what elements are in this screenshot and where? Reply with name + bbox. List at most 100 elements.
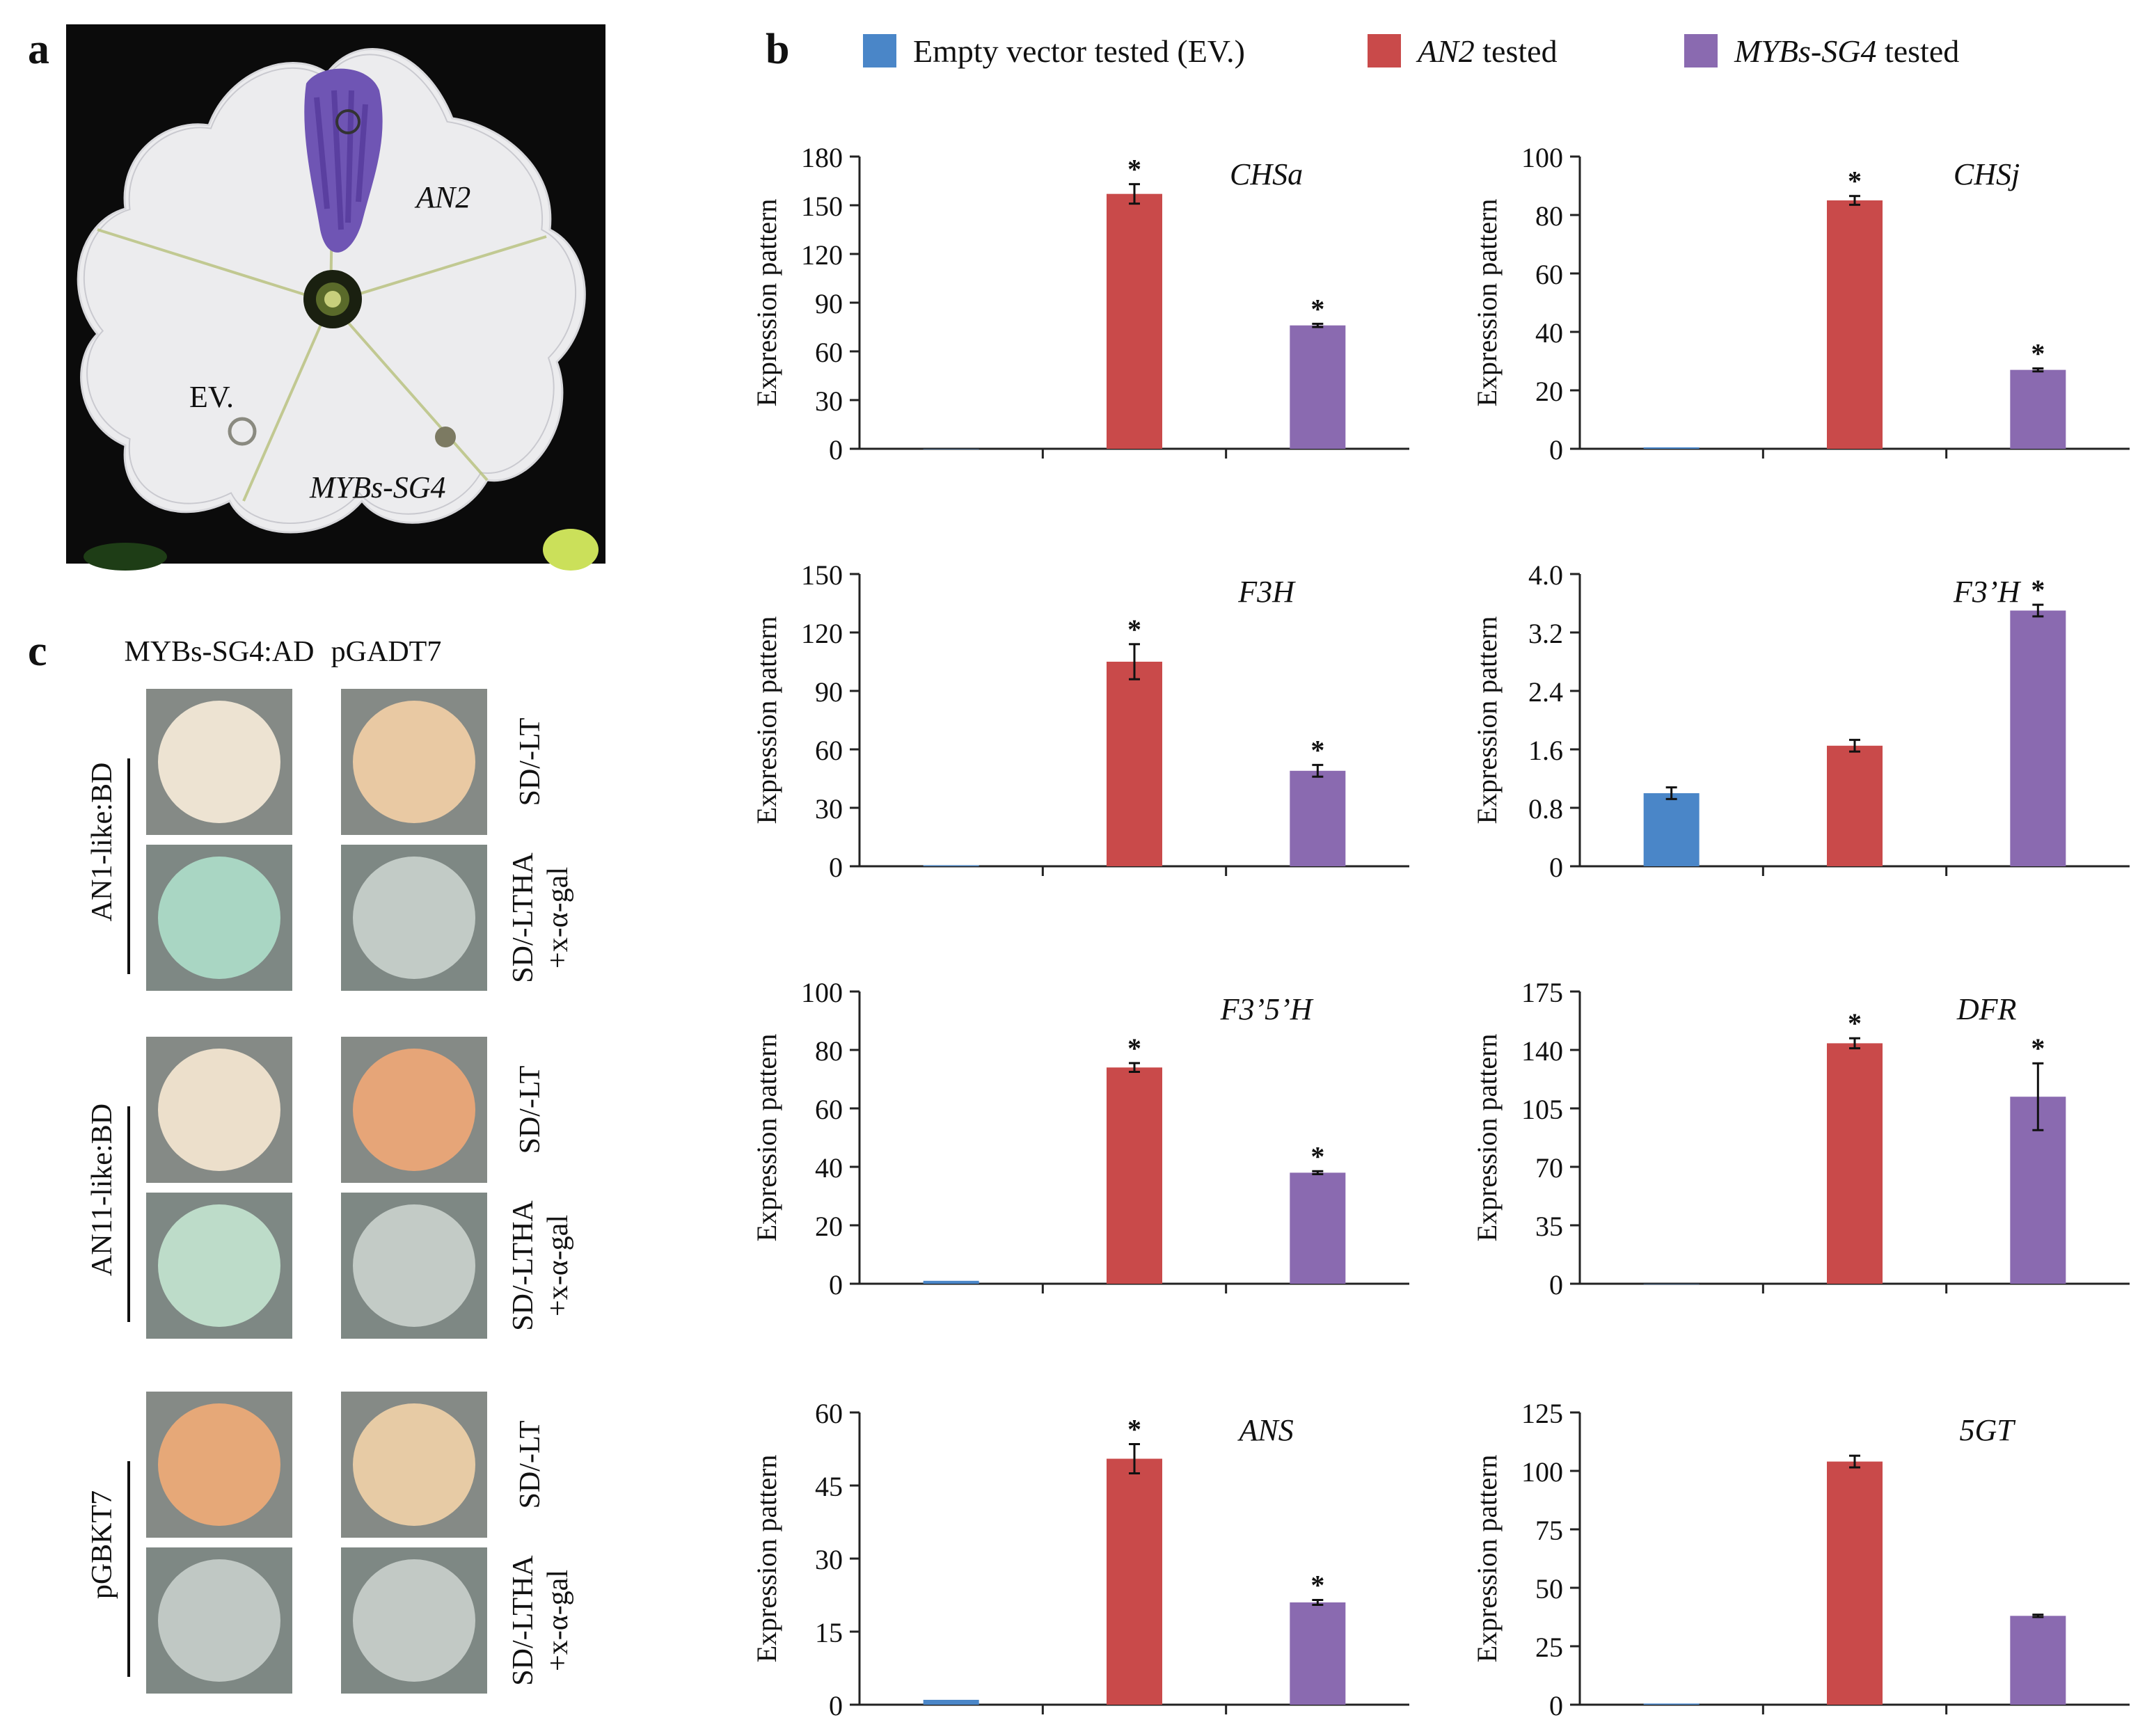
media-label: SD/-LTHA <box>507 1200 539 1331</box>
y-tick-label: 70 <box>1535 1152 1563 1184</box>
bar-mybs <box>2010 610 2066 866</box>
bar-an2 <box>1107 662 1162 866</box>
yeast-spot <box>353 1403 475 1526</box>
y-tick-label: 90 <box>815 288 843 319</box>
y-tick-label: 25 <box>1535 1632 1563 1663</box>
media-label: +x-α-gal <box>542 1215 574 1316</box>
bar-ev <box>1643 447 1700 449</box>
y-tick-label: 60 <box>1535 259 1563 290</box>
y-axis-label: Expression pattern <box>751 1455 782 1663</box>
legend-label-an2-italic: AN2 <box>1418 33 1475 69</box>
media-label: SD/-LT <box>514 718 546 806</box>
y-tick-label: 3.2 <box>1528 618 1563 649</box>
significance-mark: * <box>1127 1033 1141 1064</box>
chart-dfr: 0 35 70 105 140 175 Expression pattern DFR * * <box>1471 977 2130 1300</box>
y-axis-label: Expression pattern <box>1471 1034 1503 1242</box>
significance-mark: * <box>1848 1008 1862 1039</box>
y-tick-label: 0 <box>829 434 843 465</box>
y-tick-label: 1.6 <box>1528 735 1563 766</box>
legend-label-ev: Empty vector tested (EV.) <box>913 33 1245 69</box>
chart-title: F3’H <box>1953 575 2022 609</box>
chart-ans: 0 15 30 45 60 Expression pattern ANS * * <box>751 1398 1409 1721</box>
chart-title: DFR <box>1956 992 2017 1026</box>
chart-f3h: 0 30 60 90 120 150 Expression pattern F3H * * <box>751 559 1409 883</box>
legend-label-mybs: tested <box>1876 33 1960 69</box>
yeast-group-an11-like-bd: AN11-like:BD SD/-LT SD/-LTHA +x-α-gal <box>86 1037 574 1339</box>
y-tick-label: 75 <box>1535 1515 1563 1546</box>
yeast-two-hybrid-panel: MYBs-SG4:AD pGADT7 AN1-like:BD SD/-LT SD/-LT… <box>86 636 574 1694</box>
y-tick-label: 80 <box>1535 200 1563 232</box>
y-tick-label: 45 <box>815 1471 843 1502</box>
chart-title: CHSj <box>1954 157 2020 191</box>
panel-label-c: c <box>28 628 47 675</box>
y-tick-label: 100 <box>1521 1456 1563 1488</box>
chart-f3-5-h: 0 20 40 60 80 100 Expression pattern F3’5’H * * <box>751 977 1409 1300</box>
y-tick-label: 0 <box>1549 852 1563 883</box>
bar-ev <box>1643 793 1700 866</box>
yeast-spot <box>158 701 280 823</box>
bar-an2 <box>1827 200 1883 449</box>
y-tick-label: 20 <box>1535 376 1563 407</box>
bar-mybs <box>2010 369 2066 449</box>
photo-label-an2: AN2 <box>414 180 470 214</box>
y-tick-label: 0 <box>1549 434 1563 465</box>
significance-mark: * <box>1848 166 1862 197</box>
bar-ev <box>923 1280 979 1284</box>
bar-mybs <box>1290 325 1346 449</box>
significance-mark: * <box>2031 338 2045 369</box>
yeast-spot <box>353 1559 475 1682</box>
legend-label-mybs-italic: MYBs-SG4 <box>1734 33 1877 69</box>
bar-ev <box>1643 1703 1700 1705</box>
bar-an2 <box>1827 745 1883 866</box>
legend-swatch-an2 <box>1368 34 1401 67</box>
media-label: SD/-LTHA <box>507 852 539 983</box>
yeast-group-an1-like-bd: AN1-like:BD SD/-LT SD/-LTHA +x-α-gal <box>86 689 574 991</box>
significance-mark: * <box>1310 1140 1324 1172</box>
y-tick-label: 50 <box>1535 1573 1563 1604</box>
y-tick-label: 0 <box>829 852 843 883</box>
photo-label-ev: EV. <box>189 380 234 414</box>
group-label: pGBKT7 <box>86 1490 118 1599</box>
y-tick-label: 105 <box>1521 1094 1563 1125</box>
y-tick-label: 40 <box>1535 317 1563 349</box>
bar-mybs <box>1290 1172 1346 1284</box>
y-tick-label: 180 <box>801 142 843 173</box>
group-label: AN1-like:BD <box>86 763 118 922</box>
chart-5gt: 0 25 50 75 100 125 Expression pattern 5GT <box>1471 1398 2130 1721</box>
y-axis-label: Expression pattern <box>1471 199 1503 407</box>
yeast-spot <box>158 1559 280 1682</box>
media-label: +x-α-gal <box>542 1570 574 1671</box>
chart-chsa: 0 30 60 90 120 150 180 Expression pattern CHSa * * <box>751 142 1409 465</box>
chart-chsj: 0 20 40 60 80 100 Expression pattern CHSj * * <box>1471 142 2130 465</box>
significance-mark: * <box>1127 154 1141 185</box>
chart-f3-h: 0 0.8 1.6 2.4 3.2 4.0 Expression pattern F3’H * <box>1471 559 2130 883</box>
flower-photo: AN2 EV. MYBs-SG4 <box>66 24 605 571</box>
y-tick-label: 2.4 <box>1528 676 1563 708</box>
bar-an2 <box>1827 1043 1883 1284</box>
y-tick-label: 40 <box>815 1152 843 1184</box>
significance-mark: * <box>1127 1414 1141 1445</box>
y-tick-label: 30 <box>815 793 843 825</box>
y-tick-label: 0 <box>1549 1269 1563 1300</box>
legend-an2: AN2 tested <box>1368 26 1558 75</box>
y-tick-label: 150 <box>801 191 843 222</box>
y-axis-label: Expression pattern <box>751 616 782 825</box>
panel-label-b: b <box>766 26 790 73</box>
chart-title: F3’5’H <box>1220 992 1314 1026</box>
significance-mark: * <box>1310 734 1324 765</box>
legend: Empty vector tested (EV.) <box>863 26 1245 75</box>
yeast-spot <box>158 1049 280 1171</box>
media-label: SD/-LT <box>514 1421 546 1509</box>
yeast-group-pgbkt7: pGBKT7 SD/-LT SD/-LTHA +x-α-gal <box>86 1392 574 1694</box>
bar-mybs <box>1290 1602 1346 1705</box>
y-tick-label: 90 <box>815 676 843 708</box>
chart-title: CHSa <box>1230 157 1303 191</box>
media-label: +x-α-gal <box>542 867 574 969</box>
yeast-spot <box>158 857 280 979</box>
y-tick-label: 125 <box>1521 1398 1563 1429</box>
y-tick-label: 60 <box>815 337 843 368</box>
group-label: AN11-like:BD <box>86 1104 118 1276</box>
y-tick-label: 0.8 <box>1528 793 1563 825</box>
chart-title: 5GT <box>1959 1413 2016 1447</box>
